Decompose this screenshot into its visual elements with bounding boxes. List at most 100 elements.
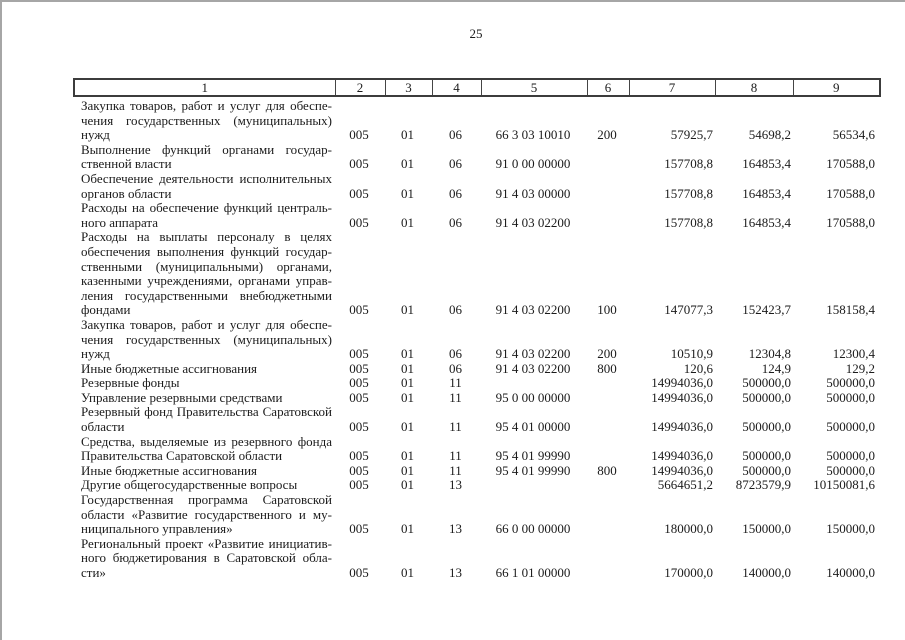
cell-amount-y2: 500000,0	[742, 448, 791, 464]
cell-amount-y2: 140000,0	[742, 565, 791, 580]
cell-csr: 91 4 03 02200	[495, 214, 571, 230]
cell-expense-name: Расходы на выплаты персоналу в целях обеспечен…	[73, 230, 334, 318]
cell-amount-y3: 10150081,6	[813, 477, 875, 493]
cell-amount-y1: 157708,8	[664, 185, 713, 201]
expense-name-line: ления государственными внебюджетными	[81, 287, 332, 303]
cell-vidrashod: 200	[597, 346, 617, 362]
header-col-4: 4	[431, 78, 482, 97]
cell-razdel: 01	[401, 302, 414, 318]
expense-name-line: Правительства Саратовской области	[81, 448, 283, 464]
cell-amount-y3: 500000,0	[826, 462, 875, 478]
cell-grbs: 005	[349, 565, 369, 580]
cell-vidrashod	[586, 143, 628, 172]
cell-grbs: 005	[349, 462, 369, 478]
cell-amount-y2: 164853,4	[742, 214, 791, 230]
table-row: Выполнение функций органами государ-ственно…	[73, 142, 879, 172]
cell-vidrashod	[586, 537, 628, 581]
cell-amount-y1: 120,6	[683, 360, 713, 376]
cell-csr: 91 4 03 02200	[495, 360, 571, 376]
cell-amount-y1: 14994036,0	[651, 462, 713, 478]
expense-name-line: Закупка товаров, работ и услуг для обеспе-	[81, 316, 332, 332]
cell-expense-name: Резервные фонды	[73, 376, 334, 391]
cell-vidrashod	[586, 201, 628, 230]
expense-name-line: ного бюджетирования в Саратовской обла-	[81, 550, 332, 566]
expense-name-line: нужд	[81, 127, 110, 143]
expense-name-line: Резервные фонды	[81, 375, 180, 391]
cell-amount-y3: 500000,0	[826, 389, 875, 405]
table-row: Другие общегосударственные вопросы 005 01 1…	[73, 478, 879, 493]
expense-name-line: Средства, выделяемые из резервного фонда	[81, 433, 332, 449]
cell-vidrashod: 800	[597, 360, 617, 376]
cell-grbs: 005	[349, 389, 369, 405]
cell-amount-y2: 500000,0	[742, 389, 791, 405]
cell-amount-y1: 14994036,0	[651, 375, 713, 391]
cell-amount-y1: 10510,9	[670, 346, 713, 362]
cell-amount-y3: 158158,4	[826, 302, 875, 318]
expense-name-line: ственной власти	[81, 156, 172, 172]
cell-amount-y2: 500000,0	[742, 375, 791, 391]
cell-podrazdel: 06	[449, 127, 462, 143]
cell-csr	[480, 376, 586, 391]
cell-vidrashod	[586, 405, 628, 434]
table-row: Иные бюджетные ассигнования 005 01 11 95 4 0…	[73, 462, 879, 479]
expense-name-line: Иные бюджетные ассигнования	[81, 462, 258, 478]
cell-vidrashod	[586, 376, 628, 391]
cell-vidrashod: 100	[597, 302, 617, 318]
cell-razdel: 01	[401, 214, 414, 230]
header-col-9: 9	[792, 78, 881, 97]
expense-name-line: Региональный проект «Развитие инициатив-	[81, 535, 332, 551]
table-row: Резервный фонд Правительства Саратовской обл…	[73, 405, 879, 434]
table-row: Резервные фонды 005 01 11 14994036,0 500000,0…	[73, 376, 879, 391]
cell-grbs: 005	[349, 127, 369, 143]
expense-name-line: казенными учреждениями, органами управ-	[81, 273, 332, 289]
cell-csr: 95 0 00 00000	[495, 389, 571, 405]
cell-csr: 91 4 03 02200	[495, 346, 571, 362]
expense-name-line: Обеспечение деятельности исполнительных	[81, 170, 332, 186]
cell-grbs: 005	[349, 346, 369, 362]
table-row: Обеспечение деятельности исполнительных орг…	[73, 170, 879, 201]
cell-expense-name: Выполнение функций органами государ-ственно…	[73, 142, 334, 172]
table-row: Закупка товаров, работ и услуг для обеспе-чени…	[73, 97, 879, 143]
cell-expense-name: Закупка товаров, работ и услуг для обеспе-чени…	[73, 316, 334, 362]
cell-razdel: 01	[401, 477, 414, 493]
expense-name-line: ниципального управления»	[81, 521, 233, 537]
cell-razdel: 01	[401, 565, 414, 580]
cell-amount-y1: 157708,8	[664, 156, 713, 172]
cell-grbs: 005	[349, 360, 369, 376]
cell-expense-name: Иные бюджетные ассигнования	[73, 462, 334, 479]
cell-vidrashod	[586, 172, 628, 201]
cell-amount-y1: 14994036,0	[651, 389, 713, 405]
cell-podrazdel: 06	[449, 302, 462, 318]
cell-amount-y1: 147077,3	[664, 302, 713, 318]
expense-name-line: Иные бюджетные ассигнования	[81, 360, 258, 376]
cell-amount-y3: 12300,4	[832, 346, 875, 362]
cell-amount-y3: 500000,0	[826, 419, 875, 435]
expense-name-line: области «Развитие государственного и му-	[81, 506, 332, 522]
cell-grbs: 005	[349, 375, 369, 391]
cell-grbs: 005	[349, 477, 369, 493]
expense-name-line: Закупка товаров, работ и услуг для обеспе-	[81, 98, 332, 113]
cell-csr: 91 0 00 00000	[495, 156, 571, 172]
cell-csr: 91 4 03 02200	[495, 302, 571, 318]
cell-razdel: 01	[401, 346, 414, 362]
cell-amount-y3: 170588,0	[826, 156, 875, 172]
table-row: Расходы на выплаты персоналу в целях обеспечен…	[73, 230, 879, 318]
expense-name-line: ственными (муниципальными) органами,	[81, 258, 332, 274]
cell-podrazdel: 11	[449, 389, 462, 405]
header-col-1: 1	[73, 78, 336, 97]
table-row: Иные бюджетные ассигнования 005 01 06 91 4 0…	[73, 360, 879, 377]
cell-razdel: 01	[401, 360, 414, 376]
cell-amount-y2: 54698,2	[748, 127, 791, 143]
cell-podrazdel: 06	[449, 156, 462, 172]
cell-razdel: 01	[401, 462, 414, 478]
cell-expense-name: Расходы на обеспечение функций централь-ного…	[73, 201, 334, 230]
cell-vidrashod	[586, 478, 628, 493]
expense-name-line: чения государственных (муниципальных)	[81, 112, 332, 128]
cell-podrazdel: 06	[449, 185, 462, 201]
header-col-3: 3	[384, 78, 433, 97]
header-col-8: 8	[714, 78, 794, 97]
cell-csr: 95 4 01 99990	[495, 448, 571, 464]
cell-expense-name: Обеспечение деятельности исполнительных орг…	[73, 170, 334, 201]
cell-grbs: 005	[349, 448, 369, 464]
expense-name-line: ного аппарата	[81, 214, 159, 230]
